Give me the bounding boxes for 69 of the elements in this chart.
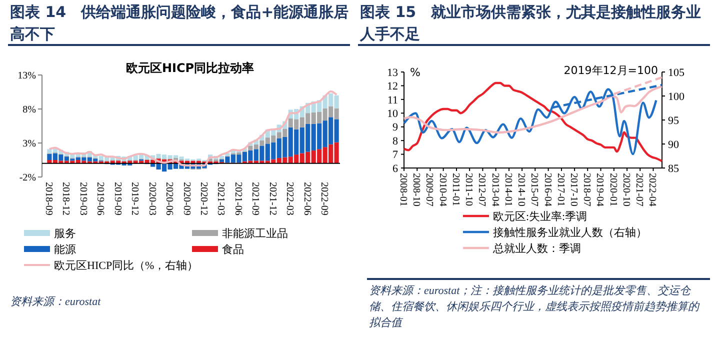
legend-label: 服务 — [54, 228, 76, 240]
x-tick-label: 2018-07 — [581, 173, 592, 206]
y2-tick-label: 105 — [668, 66, 685, 79]
x-tick-label: 2014-01 — [502, 173, 514, 206]
x-tick-label: 2016-04 — [542, 173, 553, 206]
y2-tick-label: 85 — [668, 162, 680, 175]
y2-tick-label: 95 — [668, 114, 680, 127]
x-tick-label: 2022-09 — [318, 182, 330, 216]
x-tick-label: 2011-01 — [450, 173, 461, 206]
x-tick-label: 2017-01 — [554, 173, 566, 206]
y-tick-label: 3% — [22, 138, 36, 150]
y-tick-label: 12 — [387, 80, 398, 93]
text: 资料来源：eurostat — [10, 295, 102, 308]
x-tick-label: 2015-07 — [528, 173, 540, 206]
x-tick-label: 2009-07 — [424, 173, 435, 206]
x-tick-label: 2022-03 — [284, 182, 296, 216]
y-axis-title: % — [410, 66, 420, 79]
legend-label: 能源 — [54, 242, 76, 256]
text: 资料来源：eurostat；注：接触性服务业统计的是批发零售、交运仓储、住宿餐饮、休闲娱乐四个行业，虚线表示按照疫情前趋势推算的拟合值 — [369, 284, 700, 329]
x-tick-label: 2021-09 — [250, 182, 261, 216]
y-tick-label: 13% — [18, 70, 36, 82]
x-tick-label: 2019-06 — [94, 182, 106, 216]
x-tick-label: 2020-03 — [146, 182, 158, 216]
y-tick-label: 9 — [392, 122, 398, 134]
x-tick-label: 2019-12 — [129, 182, 140, 216]
x-tick-label: 2010-04 — [436, 173, 448, 206]
x-tick-label: 2020-10 — [620, 173, 632, 206]
x-tick-label: 2019-09 — [112, 182, 123, 216]
x-tick-label: 2020-09 — [180, 182, 192, 216]
legend-label: 欧元区HICP同比（%，右轴） — [54, 258, 198, 272]
legend-label: 接触性服务业就业人数（右轴） — [493, 226, 647, 239]
y-tick-label: 7 — [392, 149, 398, 162]
x-tick-label: 2020-06 — [164, 182, 175, 216]
y-tick-label: 10 — [387, 108, 398, 120]
y2-tick-label: 100 — [668, 90, 685, 103]
x-tick-label: 2022-06 — [301, 182, 312, 216]
x-tick-label: 2013-04 — [489, 173, 500, 206]
x-tick-label: 2021-07 — [634, 173, 645, 206]
y-tick-label: 11 — [387, 94, 398, 106]
y-tick-label: 8 — [392, 135, 398, 148]
x-tick-label: 2020-12 — [198, 182, 209, 216]
x-tick-label: 2021-06 — [232, 182, 244, 216]
x-tick-label: 2012-07 — [476, 173, 488, 206]
chart-title: 图表 14 供给端通胀问题险峻，食品+能源通胀居高不下 — [10, 3, 349, 43]
x-tick-label: 2017-10 — [568, 173, 580, 206]
x-tick-label: 2008-10 — [410, 173, 422, 206]
legend-label: 食品 — [222, 244, 244, 256]
y2-tick-label: 90 — [668, 138, 680, 151]
x-tick-label: 2022-04 — [646, 173, 658, 206]
x-tick-label: 2014-10 — [516, 173, 527, 206]
y-tick-label: 8% — [22, 104, 36, 116]
x-tick-label: 2020-01 — [607, 173, 618, 206]
y-tick-label: 13 — [387, 66, 398, 79]
legend-label: 非能源工业品 — [222, 226, 288, 240]
x-tick-label: 2018-12 — [60, 182, 72, 216]
annotation: 2019年12月=100 — [564, 64, 658, 77]
x-tick-label: 2008-01 — [398, 173, 408, 206]
x-tick-label: 2021-03 — [215, 182, 226, 216]
x-tick-label: 2019-03 — [77, 182, 88, 216]
legend-label: 总就业人数：季调 — [492, 242, 581, 255]
x-tick-label: 2019-04 — [594, 173, 606, 206]
x-tick-label: 2011-10 — [463, 173, 474, 206]
x-tick-label: 2021-12 — [266, 182, 278, 216]
legend-label: 欧元区:失业率:季调 — [493, 210, 588, 223]
y-tick-label: -2% — [19, 172, 36, 184]
y-tick-label: 6 — [392, 162, 398, 175]
x-tick-label: 2018-09 — [42, 182, 54, 216]
chart-title: 图表 15 就业市场供需紧张，尤其是接触性服务业人手不足 — [359, 3, 702, 43]
chart-subtitle: 欧元区HICP同比拉动率 — [126, 61, 254, 75]
